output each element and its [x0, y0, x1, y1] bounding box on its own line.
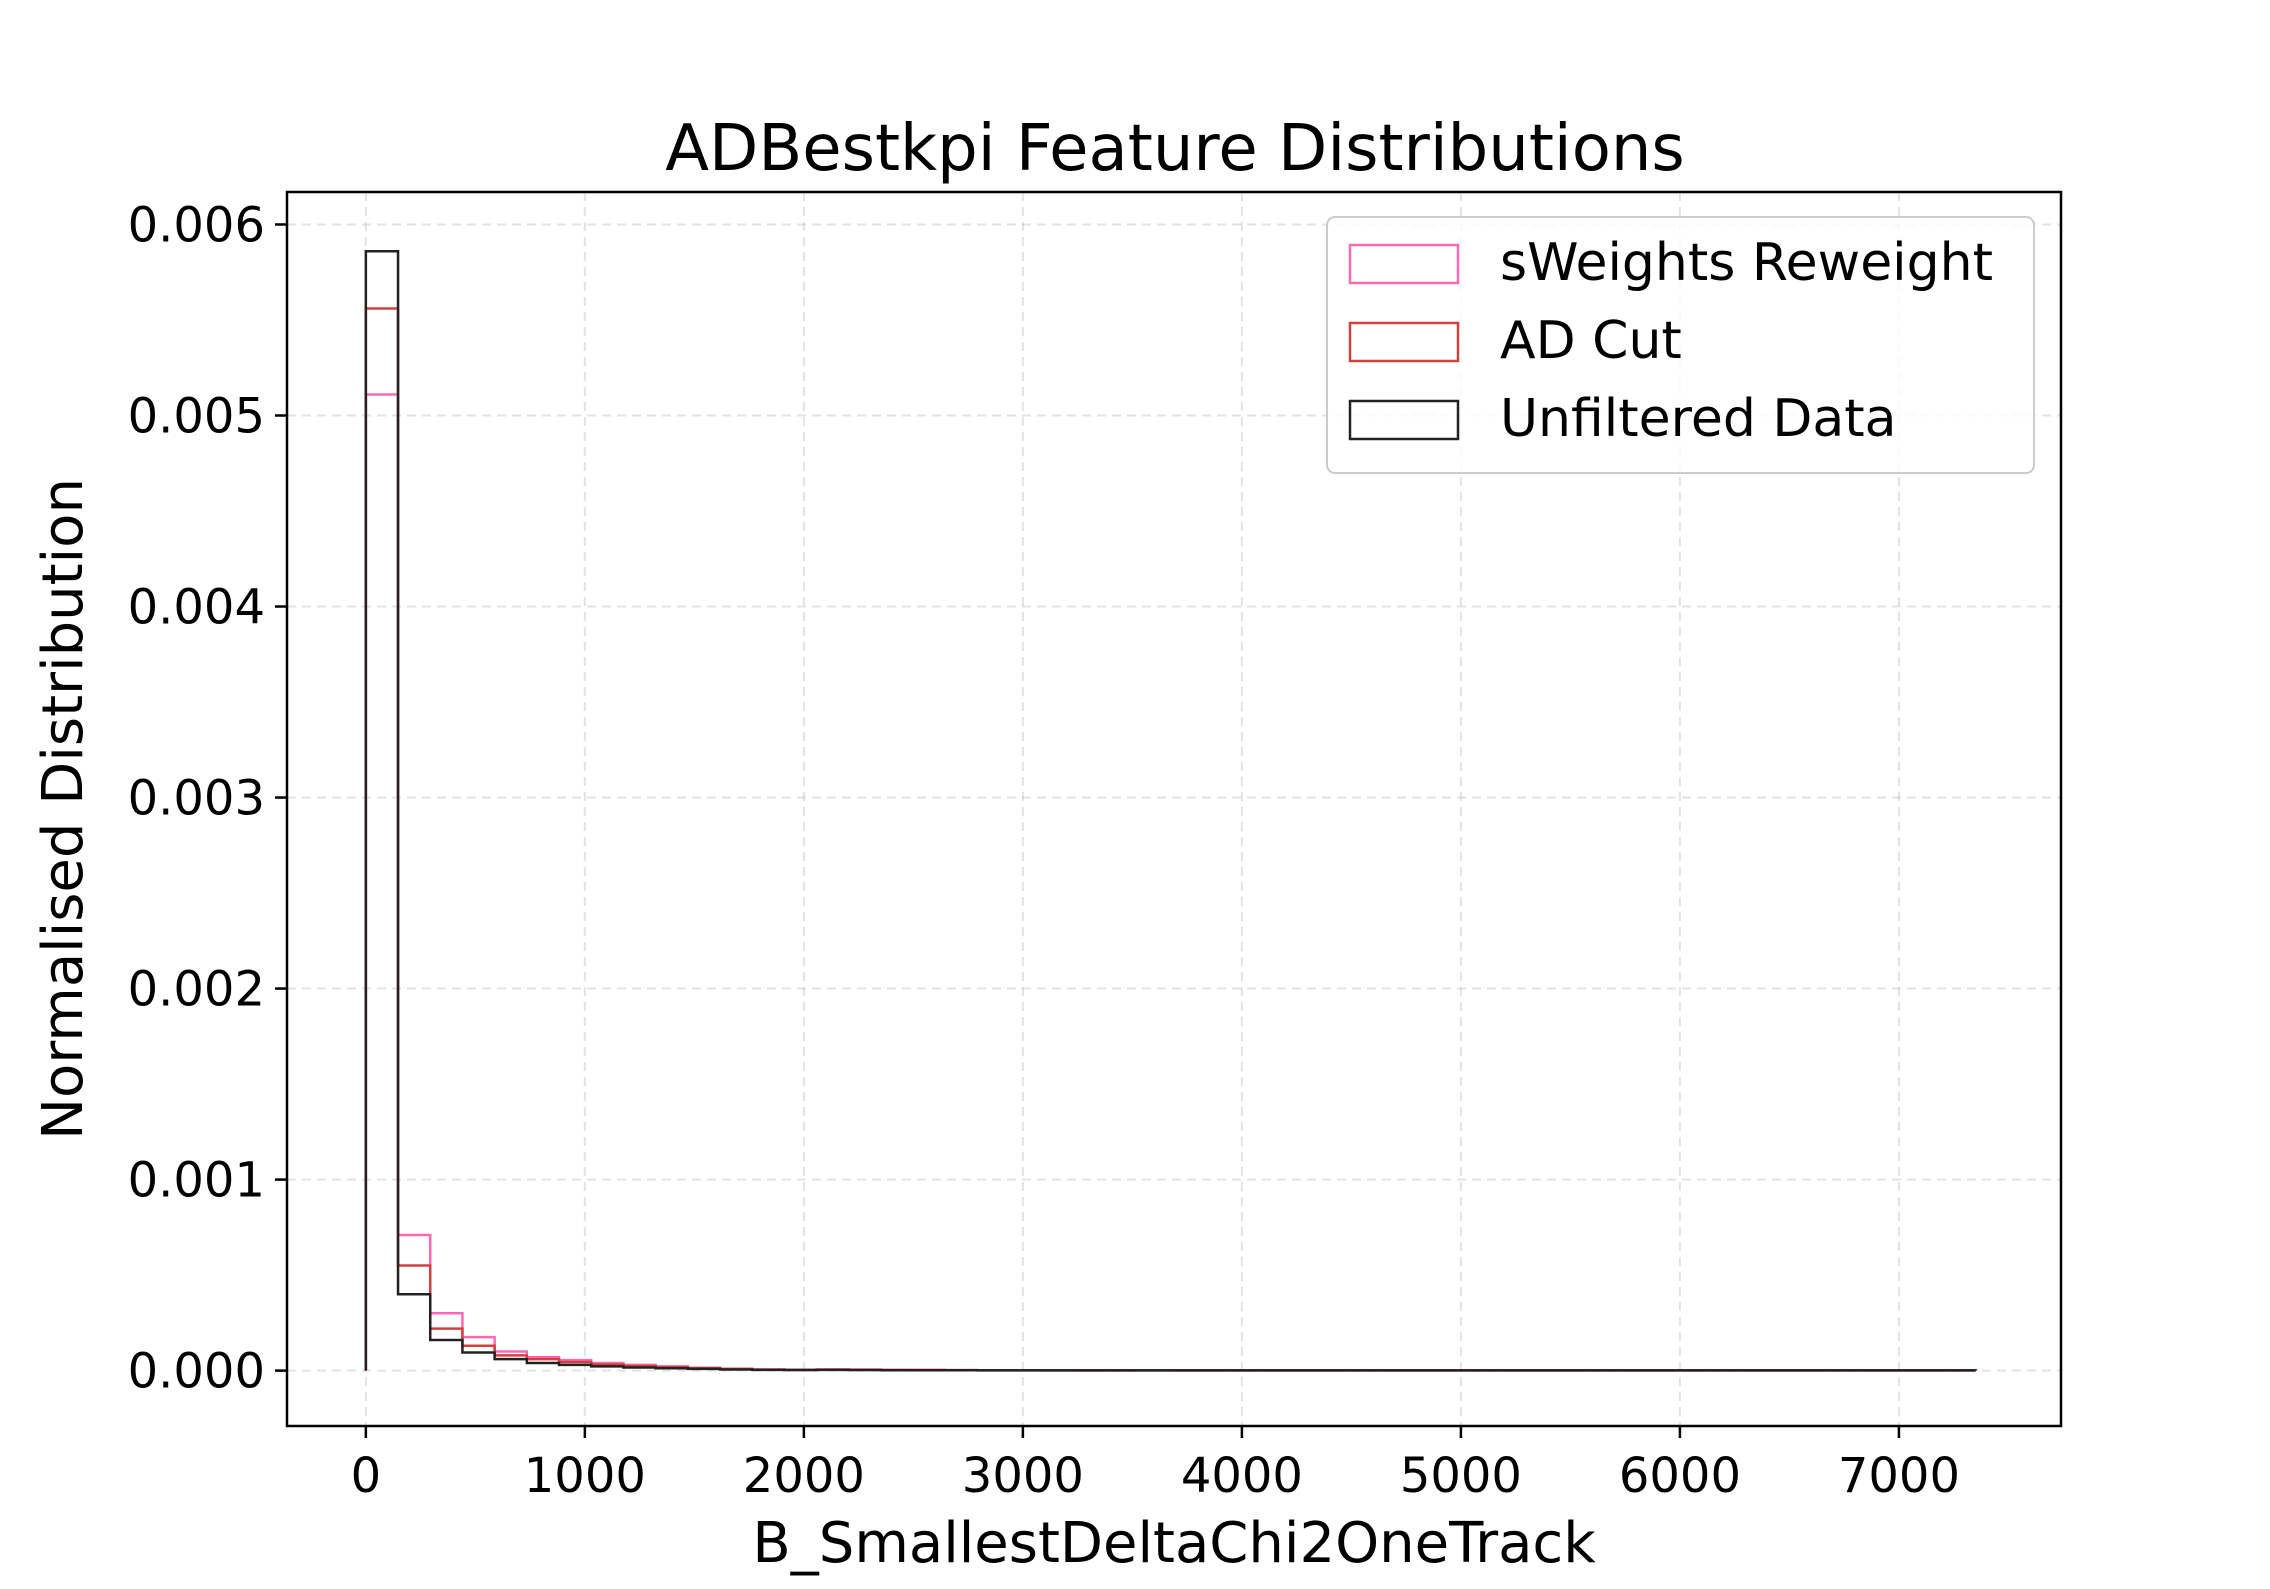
series-unfiltered-data	[364, 249, 1977, 1372]
x-tick-label: 0	[351, 1448, 382, 1504]
y-tick-label: 0.002	[128, 962, 265, 1018]
plot-frame	[285, 190, 2063, 1428]
x-tick-label: 3000	[962, 1448, 1084, 1504]
x-tick-label: 4000	[1181, 1448, 1303, 1504]
legend-label-ad-cut: AD Cut	[1500, 311, 1682, 371]
series-layer	[364, 249, 1977, 1372]
y-tick-label: 0.001	[128, 1153, 265, 1209]
y-tick-label: 0.003	[128, 771, 265, 827]
x-tick-label: 6000	[1619, 1448, 1741, 1504]
legend-swatch-ad-cut	[1348, 321, 1460, 363]
legend-label-unfiltered-data: Unfiltered Data	[1500, 389, 1897, 449]
x-tick-label: 7000	[1838, 1448, 1960, 1504]
chart-title: ADBestkpi Feature Distributions	[665, 112, 1685, 186]
y-axis-ticks: 0.000 0.001 0.002 0.003 0.004 0.005 0.006	[128, 197, 287, 1400]
legend-label-sweights-reweight: sWeights Reweight	[1500, 233, 1993, 293]
x-axis-ticks: 0 1000 2000 3000 4000 5000 6000 7000	[351, 1426, 1960, 1504]
x-tick-label: 2000	[743, 1448, 865, 1504]
legend-swatch-sweights-reweight	[1348, 243, 1460, 285]
x-tick-label: 5000	[1400, 1448, 1522, 1504]
x-axis-label: B_SmallestDeltaChi2OneTrack	[752, 1511, 1596, 1576]
legend-swatch-unfiltered-data	[1348, 399, 1460, 441]
y-tick-label: 0.005	[128, 388, 265, 444]
y-tick-label: 0.006	[128, 197, 265, 253]
y-tick-label: 0.000	[128, 1344, 265, 1400]
x-tick-label: 1000	[524, 1448, 646, 1504]
legend-frame	[1326, 216, 2035, 474]
y-axis-label: Normalised Distribution	[31, 478, 96, 1140]
legend: sWeights Reweight AD Cut Unfiltered Data	[1326, 216, 2035, 474]
y-tick-label: 0.004	[128, 580, 265, 636]
